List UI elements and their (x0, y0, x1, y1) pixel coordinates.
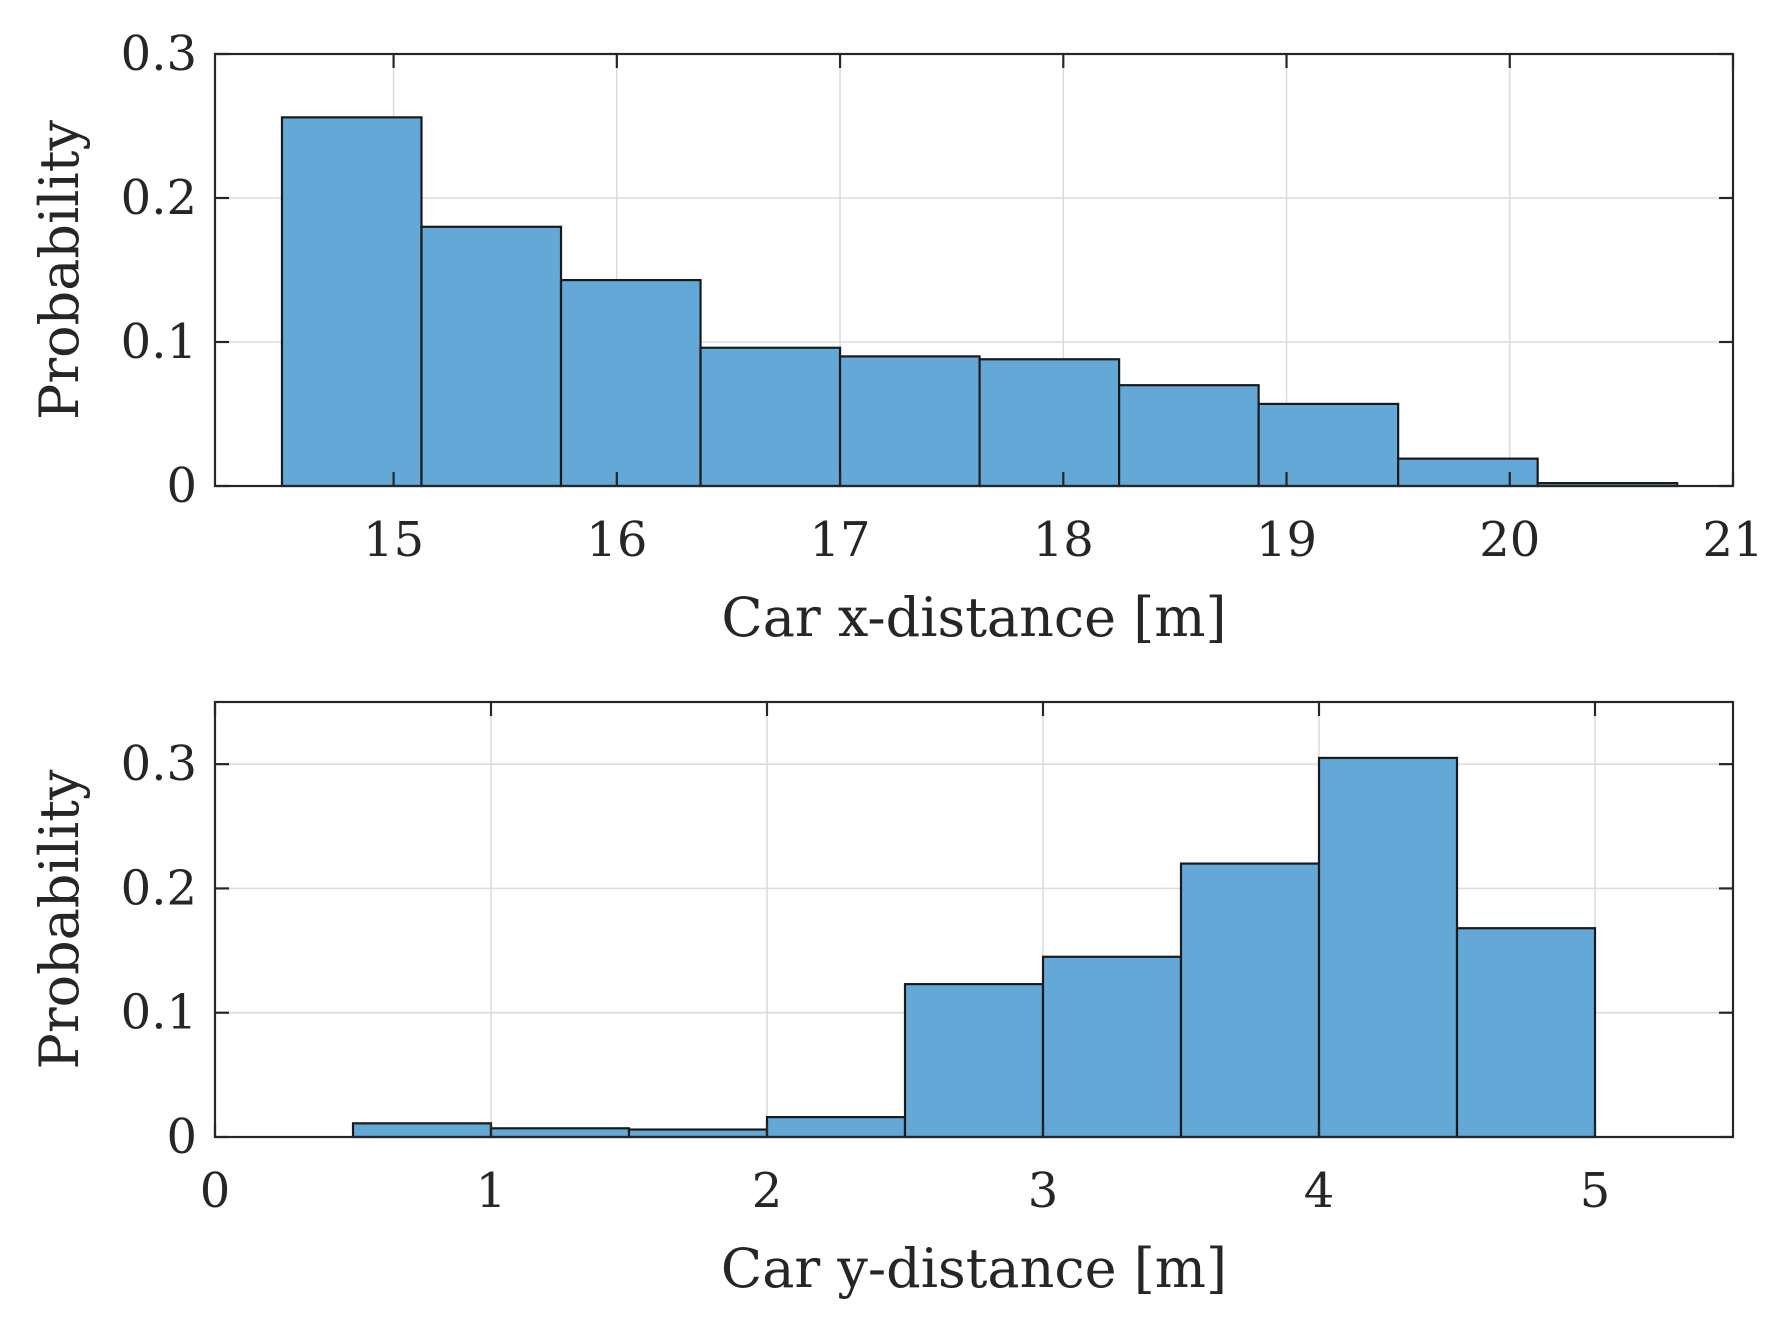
bottom-xlabel: Car y-distance [m] (721, 1237, 1227, 1300)
chart-top: 15 16 17 18 19 20 21 0 0.1 0.2 0.3 Car x-distance [… (28, 26, 1764, 649)
bottom-ytick-label: 0.2 (121, 860, 197, 916)
bottom-bar-3 (765, 1116, 907, 1139)
top-bar-6 (1118, 384, 1260, 488)
bottom-ytick-label: 0 (166, 1109, 197, 1165)
top-xtick-label: 17 (810, 512, 871, 568)
bottom-bar-7 (1317, 756, 1459, 1139)
bottom-xtick-label: 5 (1580, 1163, 1611, 1219)
bottom-xtick-label: 4 (1304, 1163, 1335, 1219)
top-xtick-label: 15 (363, 512, 424, 568)
top-bar-4 (838, 355, 981, 488)
bottom-bar-8 (1455, 927, 1597, 1139)
top-bar-1 (420, 225, 563, 488)
bottom-bar-6 (1179, 862, 1321, 1139)
bottom-ytick-label: 0.3 (121, 736, 197, 792)
bottom-xtick-label: 1 (476, 1163, 507, 1219)
top-axes-frame (213, 52, 1735, 488)
top-xlabel: Car x-distance [m] (721, 586, 1226, 649)
top-xtick-label: 18 (1033, 512, 1094, 568)
top-ytick-label: 0.2 (121, 170, 197, 226)
top-xtick-label: 21 (1702, 512, 1763, 568)
top-xtick-label: 16 (586, 512, 647, 568)
bottom-ytick-label: 0.1 (121, 985, 197, 1041)
bottom-xtick-label: 3 (1028, 1163, 1059, 1219)
top-bar-2 (559, 278, 702, 488)
bottom-ylabel: Probability (28, 769, 91, 1069)
bottom-bar-0 (351, 1122, 493, 1139)
top-bar-7 (1257, 402, 1400, 488)
top-bar-0 (280, 116, 423, 488)
bottom-bar-4 (903, 983, 1045, 1139)
bottom-xtick-label: 0 (200, 1163, 231, 1219)
top-xtick-label: 20 (1479, 512, 1540, 568)
bottom-axes-frame (213, 700, 1735, 1139)
top-ytick-label: 0 (166, 458, 197, 514)
bottom-bar-2 (627, 1128, 769, 1139)
top-bar-8 (1397, 457, 1539, 488)
top-ytick-label: 0.1 (121, 314, 197, 370)
top-bar-3 (699, 346, 842, 488)
top-xtick-label: 19 (1256, 512, 1317, 568)
bottom-xtick-label: 2 (752, 1163, 783, 1219)
bottom-bar-1 (489, 1127, 631, 1139)
top-bar-5 (978, 358, 1121, 488)
top-ylabel: Probability (28, 120, 91, 420)
chart-bottom: 0 1 2 3 4 5 0 0.1 0.2 0.3 Car y-distance [m] Probab… (28, 700, 1735, 1300)
top-ytick-label: 0.3 (121, 26, 197, 82)
bottom-bar-5 (1041, 955, 1183, 1139)
